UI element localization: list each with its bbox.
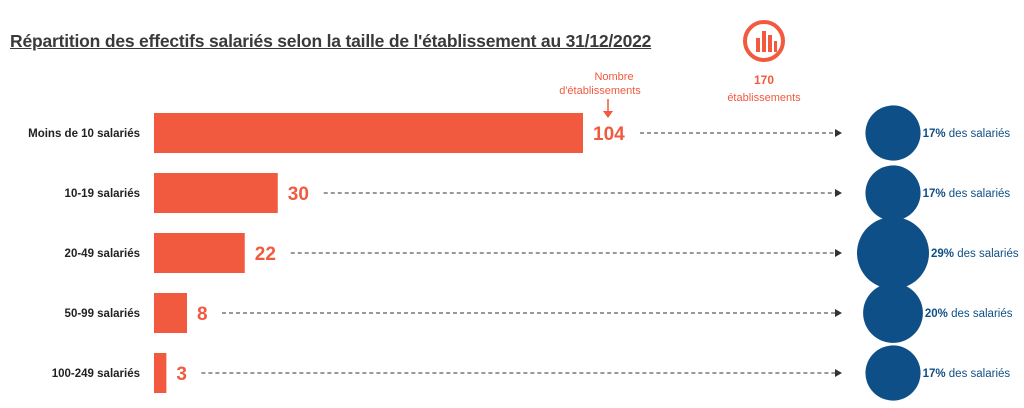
bar: [154, 173, 278, 213]
arrow-head-icon: [835, 189, 842, 197]
bar: [154, 353, 167, 393]
employee-share-label: 29% des salariés: [931, 248, 1019, 260]
category-label: Moins de 10 salariés: [28, 128, 140, 140]
employee-share-bubble: [865, 105, 921, 161]
arrow-head-icon: [835, 309, 842, 317]
chart-title: Répartition des effectifs salariés selon…: [10, 31, 652, 51]
building-chart-icon: [743, 20, 785, 62]
value-label: 30: [288, 184, 309, 205]
employee-share-bubble: [865, 345, 921, 401]
value-header: Nombre d'établissements: [559, 71, 641, 118]
bar: [154, 113, 583, 153]
arrow-head-icon: [835, 129, 842, 137]
employee-share-label: 17% des salariés: [923, 128, 1011, 140]
total-label: établissements: [727, 92, 801, 104]
arrow-head-icon: [835, 249, 842, 257]
value-header-line-2: d'établissements: [559, 85, 641, 97]
value-label: 3: [176, 364, 187, 385]
total-establishments: 170 établissements: [727, 20, 801, 104]
arrow-head-icon: [835, 369, 842, 377]
category-label: 20-49 salariés: [65, 248, 140, 260]
employee-share-bubble: [865, 165, 921, 221]
category-label: 10-19 salariés: [65, 188, 140, 200]
employee-share-label: 17% des salariés: [923, 368, 1011, 380]
value-header-line-1: Nombre: [594, 71, 633, 83]
category-label: 100-249 salariés: [52, 368, 140, 380]
employee-share-bubble: [863, 283, 923, 343]
total-value: 170: [754, 73, 774, 87]
employee-share-label: 17% des salariés: [923, 188, 1011, 200]
employee-share-bubble: [857, 217, 929, 289]
category-label: 50-99 salariés: [65, 308, 140, 320]
value-label: 22: [255, 244, 276, 265]
bar: [154, 293, 187, 333]
employee-share-label: 20% des salariés: [925, 308, 1013, 320]
value-label: 8: [197, 304, 208, 325]
value-label: 104: [593, 124, 625, 145]
bar: [154, 233, 245, 273]
